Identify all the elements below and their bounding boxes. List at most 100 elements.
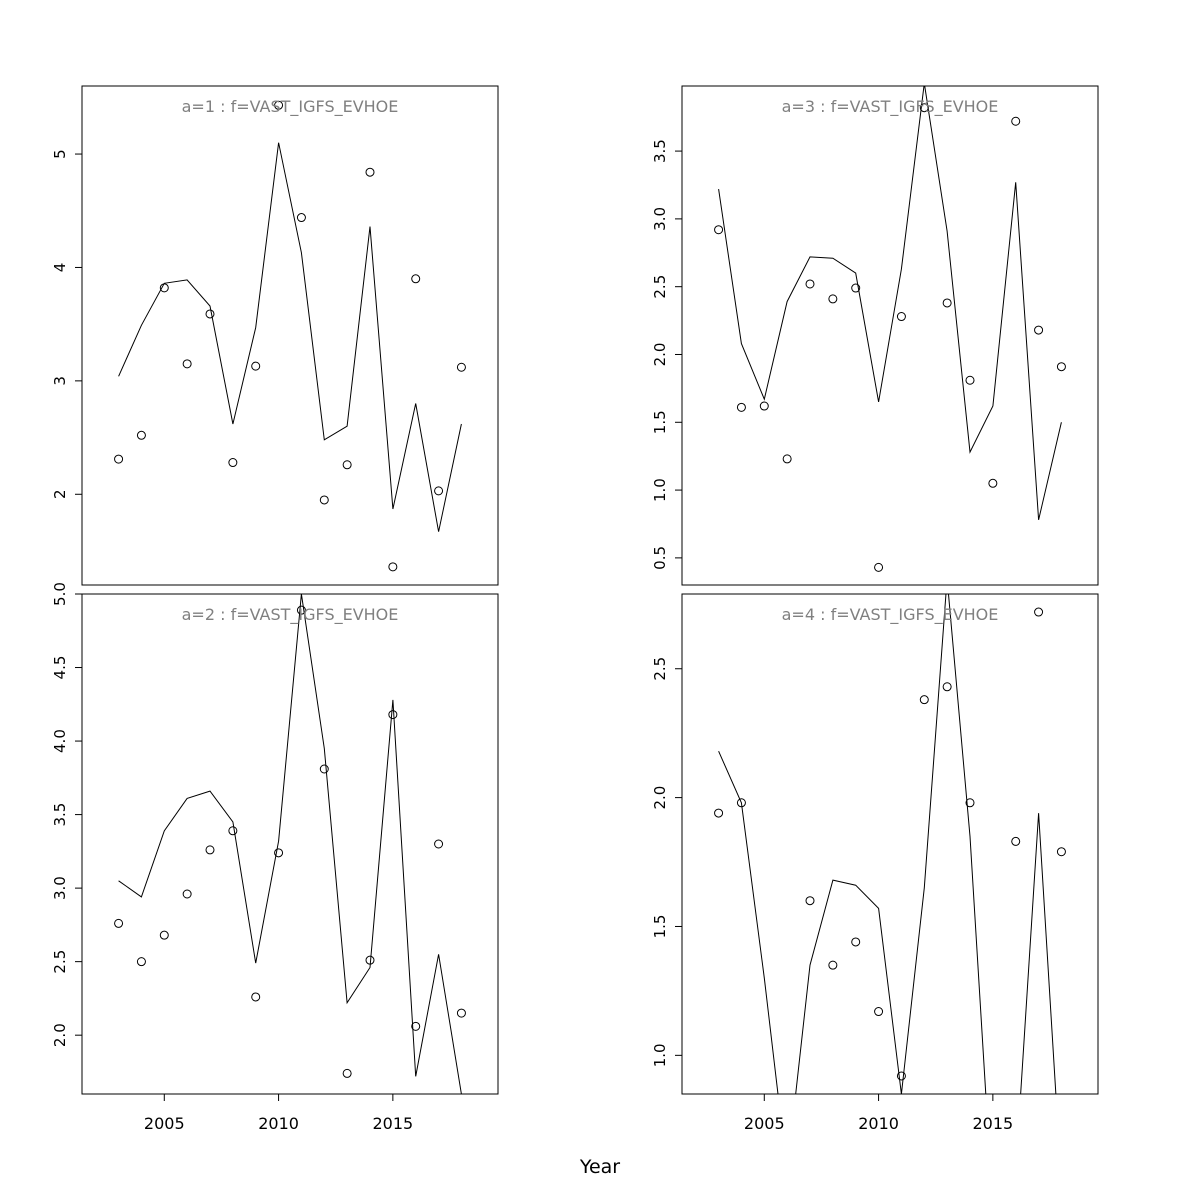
observed-point <box>942 298 952 308</box>
observed-point <box>365 955 375 965</box>
x-tick-label: 2015 <box>372 1114 413 1133</box>
fitted-line <box>718 86 1062 521</box>
observed-point <box>456 1008 466 1018</box>
observed-point <box>365 167 375 177</box>
y-tick-label: 2 <box>51 489 69 499</box>
observed-point <box>182 359 192 369</box>
plot-frame <box>81 593 499 1095</box>
observed-point <box>942 682 952 692</box>
panel-a3: 0.5 1.0 1.5 2.0 2.5 3.0 3.5 a=3 : f=VAST_IGFS_E… <box>651 85 1099 586</box>
fitted-line <box>118 594 462 1094</box>
observed-point <box>1056 362 1066 372</box>
observed-point <box>205 845 215 855</box>
y-tick-label: 5 <box>51 149 69 159</box>
plot-data <box>114 100 466 572</box>
y-tick-label: 1.5 <box>651 915 669 939</box>
y-tick-label: 3 <box>51 376 69 386</box>
observed-point <box>296 605 306 615</box>
x-tick-label: 2005 <box>144 1114 185 1133</box>
observed-point <box>851 937 861 947</box>
observed-point <box>1011 116 1021 126</box>
y-tick-label: 3.5 <box>651 139 669 163</box>
observed-point <box>411 1021 421 1031</box>
observed-point <box>1011 836 1021 846</box>
observed-point <box>736 402 746 412</box>
observed-point <box>342 1068 352 1078</box>
observed-point <box>274 100 284 110</box>
observed-point <box>851 283 861 293</box>
observed-point <box>114 918 124 928</box>
y-tick-label: 3.0 <box>51 876 69 900</box>
y-tick-label: 1.0 <box>651 1043 669 1067</box>
observed-point <box>182 889 192 899</box>
observed-point <box>136 430 146 440</box>
observed-point <box>411 274 421 284</box>
observed-point <box>388 562 398 572</box>
observed-point <box>228 826 238 836</box>
observed-point <box>1034 325 1044 335</box>
panel-title: a=1 : f=VAST_IGFS_EVHOE <box>182 97 399 117</box>
observed-point <box>782 454 792 464</box>
x-axis-label: Year <box>579 1156 620 1178</box>
plot-data <box>714 594 1066 1094</box>
y-tick-label: 4 <box>51 263 69 273</box>
observed-point <box>159 930 169 940</box>
y-tick-label: 2.0 <box>651 786 669 810</box>
y-tick-label: 2.0 <box>651 343 669 367</box>
observed-point <box>714 225 724 235</box>
y-tick-label: 2.0 <box>51 1023 69 1047</box>
y-tick-label: 1.0 <box>651 478 669 502</box>
observed-point <box>896 312 906 322</box>
y-tick-label: 4.5 <box>51 656 69 680</box>
observed-point <box>434 486 444 496</box>
plot-frame <box>681 85 1099 586</box>
observed-point <box>874 562 884 572</box>
observed-point <box>159 283 169 293</box>
y-tick-label: 4.0 <box>51 729 69 753</box>
plot-data <box>714 86 1066 572</box>
observed-point <box>988 478 998 488</box>
observed-point <box>714 808 724 818</box>
observed-point <box>274 848 284 858</box>
observed-point <box>805 279 815 289</box>
fitted-line <box>118 142 462 532</box>
x-tick-label: 2010 <box>858 1114 899 1133</box>
observed-point <box>228 458 238 468</box>
panel-title: a=3 : f=VAST_IGFS_EVHOE <box>782 97 999 117</box>
y-tick-label: 0.5 <box>651 546 669 570</box>
observed-point <box>434 839 444 849</box>
x-tick-label: 2005 <box>744 1114 785 1133</box>
observed-point <box>896 1071 906 1081</box>
observed-point <box>251 992 261 1002</box>
fitted-line <box>718 594 1057 1094</box>
observed-point <box>319 764 329 774</box>
y-tick-label: 2.5 <box>51 950 69 974</box>
observed-point <box>456 362 466 372</box>
observed-point <box>388 710 398 720</box>
observed-point <box>114 454 124 464</box>
y-tick-label: 3.5 <box>51 803 69 827</box>
observed-point <box>296 213 306 223</box>
y-tick-label: 3.0 <box>651 207 669 231</box>
observed-point <box>874 1007 884 1017</box>
observed-point <box>919 103 929 113</box>
plot-frame <box>81 85 499 586</box>
observed-point <box>319 495 329 505</box>
observed-point <box>251 361 261 371</box>
observed-point <box>965 375 975 385</box>
plot-frame <box>681 593 1099 1095</box>
panel-title: a=2 : f=VAST_IGFS_EVHOE <box>182 605 399 625</box>
observed-point <box>1034 607 1044 617</box>
x-tick-label: 2015 <box>972 1114 1013 1133</box>
plot-data <box>114 594 466 1094</box>
observed-point <box>919 695 929 705</box>
observed-point <box>136 957 146 967</box>
y-tick-label: 2.5 <box>651 657 669 681</box>
observed-point <box>828 960 838 970</box>
observed-point <box>205 309 215 319</box>
observed-point <box>805 896 815 906</box>
observed-point <box>965 798 975 808</box>
observed-point <box>828 294 838 304</box>
